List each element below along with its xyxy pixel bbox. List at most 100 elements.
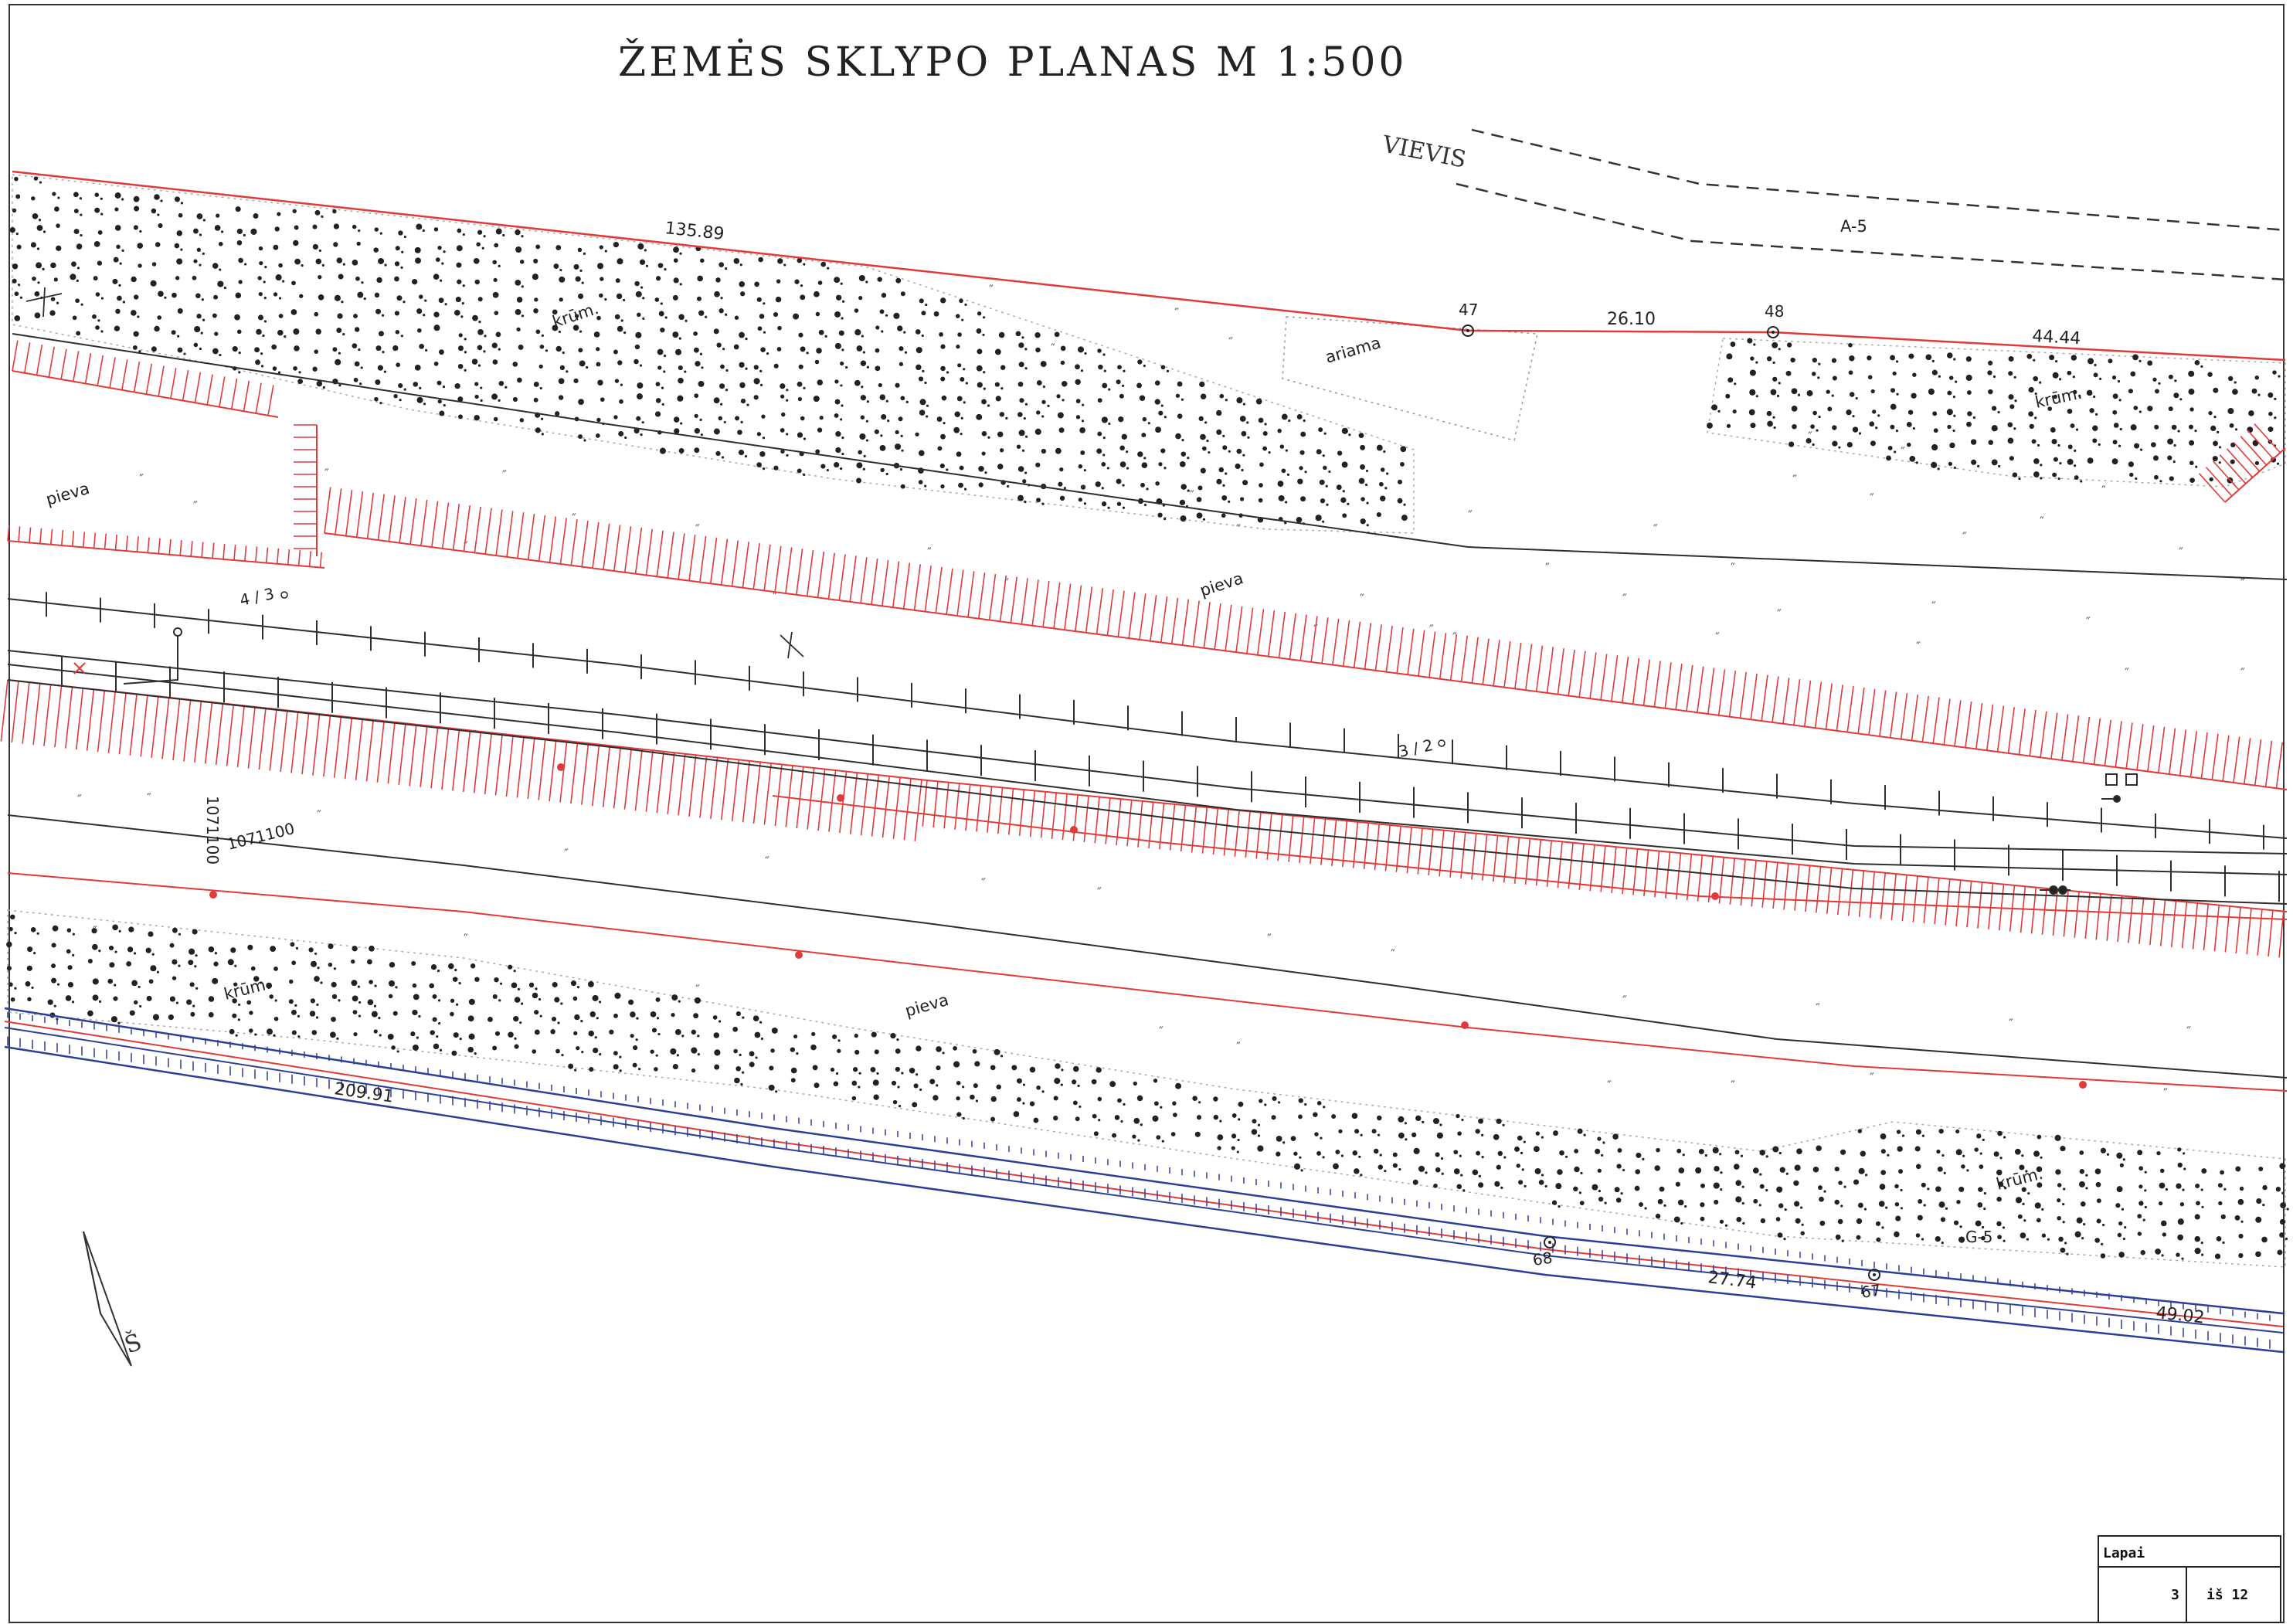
road-code-label: A-5 <box>1840 217 1867 236</box>
svg-text:″: ″ <box>2163 1085 2168 1100</box>
svg-text:″: ″ <box>927 545 932 559</box>
sheet-box-label: Lapai <box>2103 1545 2145 1561</box>
svg-text:″: ″ <box>1190 488 1194 502</box>
svg-text:68: 68 <box>1531 1249 1554 1269</box>
svg-text:″: ″ <box>2009 1016 2013 1031</box>
svg-text:″: ″ <box>502 467 507 482</box>
dimension-top-right: 44.44 <box>2032 327 2081 348</box>
meadow-label-1: pieva <box>44 479 92 509</box>
svg-text:″: ″ <box>1916 639 1921 654</box>
svg-text:″: ″ <box>2240 665 2245 680</box>
shrub-label-4: krūm. <box>1994 1164 2044 1194</box>
svg-text:″: ″ <box>1097 885 1102 899</box>
dimension-top-mid: 26.10 <box>1607 310 1656 329</box>
svg-text:″: ″ <box>2240 576 2245 590</box>
svg-text:″: ″ <box>464 539 468 553</box>
km-mark-3-2-dot <box>1438 739 1445 747</box>
north-arrow: Š <box>83 1231 145 1367</box>
road-a5 <box>1456 128 2288 281</box>
svg-text:″: ″ <box>1429 622 1434 637</box>
svg-text:″: ″ <box>1792 472 1797 487</box>
survey-cross-marks <box>25 287 804 659</box>
svg-text:″: ″ <box>77 792 82 807</box>
embankment-slopes <box>0 340 2288 958</box>
red-x-marks <box>73 662 86 674</box>
svg-text:″: ″ <box>1607 1078 1612 1092</box>
shrub-areas <box>7 174 2286 1268</box>
communication-line-bottom <box>7 814 2288 1079</box>
svg-text:″: ″ <box>139 471 144 486</box>
svg-text:″: ″ <box>1391 946 1395 961</box>
gas-pipeline-ticks <box>7 1011 2271 1349</box>
svg-text:″: ″ <box>2186 1024 2191 1038</box>
svg-text:″: ″ <box>1622 993 1627 1007</box>
sheet-total-label: iš 12 <box>2206 1587 2248 1603</box>
railway-tracks <box>7 598 2288 905</box>
svg-text:″: ″ <box>2101 483 2106 498</box>
svg-text:″: ″ <box>93 923 97 938</box>
utility-lines-red <box>7 795 2288 1092</box>
svg-text:″: ″ <box>1816 1001 1820 1015</box>
shrub-area-top-right <box>1707 338 2286 488</box>
svg-text:″: ″ <box>1452 630 1457 644</box>
sheet-frame <box>8 4 2285 1623</box>
plan-title: ŽEMĖS SKLYPO PLANAS M 1:500 <box>618 38 1408 86</box>
km-mark-4-3: 4 / 3 <box>238 584 276 610</box>
svg-text:″: ″ <box>1777 606 1782 621</box>
cable-code-vertical: 1071100 <box>203 796 222 865</box>
dimension-bottom-right: 49.02 <box>2155 1303 2205 1327</box>
svg-text:″: ″ <box>2179 545 2183 559</box>
svg-text:″: ″ <box>317 807 321 822</box>
communication-line-top <box>12 333 2288 580</box>
svg-text:″: ″ <box>1004 576 1009 590</box>
shrub-dots <box>6 176 2289 1260</box>
svg-text:″: ″ <box>981 875 986 890</box>
boundary-point-47: 47 <box>1459 301 1478 337</box>
boundary-point-67: 67 <box>1860 1269 1882 1302</box>
svg-text:″: ″ <box>1715 630 1720 644</box>
north-arrow-icon <box>83 1231 132 1367</box>
svg-text:″: ″ <box>1731 560 1735 575</box>
dimension-bottom-left: 209.91 <box>333 1079 395 1106</box>
svg-text:″: ″ <box>572 511 576 525</box>
svg-text:″: ″ <box>1962 529 1967 544</box>
shrub-label-3: krūm. <box>222 974 272 1004</box>
sheet-page-number: 3 <box>2171 1587 2179 1603</box>
svg-text:67: 67 <box>1860 1281 1882 1302</box>
svg-text:″: ″ <box>1468 508 1473 522</box>
dimension-top-left: 135.89 <box>664 219 725 244</box>
svg-text:″: ″ <box>773 589 777 604</box>
rail-signal-symbols <box>123 627 2138 895</box>
svg-text:″: ″ <box>147 790 151 805</box>
road-name-label: VIEVIS <box>1379 131 1468 173</box>
svg-text:″: ″ <box>324 466 329 481</box>
svg-text:″: ″ <box>2040 514 2044 528</box>
svg-text:″: ″ <box>695 982 700 997</box>
svg-text:″: ″ <box>1236 1039 1241 1054</box>
svg-text:″: ″ <box>1228 335 1233 349</box>
svg-text:″: ″ <box>765 854 769 868</box>
cable-code-label: 1071100 <box>225 819 296 854</box>
gas-pipeline-corridor <box>4 1007 2284 1354</box>
svg-text:″: ″ <box>1267 931 1272 946</box>
dimension-bottom-mid: 27.74 <box>1707 1268 1758 1293</box>
grass-marks: ″ ″ ″ ″ ″ ″ ″ ″ ″ ″ ″ ″ ″ ″ ″ ″ ″ ″ ″ ″ ″ ″ ″ ″ ″ ″ ″ ″ ″ ″ ″ ″ ″ ″ ″ ″ ″ ″ ″ ″… <box>77 282 2245 1100</box>
svg-text:″: ″ <box>564 846 569 861</box>
svg-text:″: ″ <box>1870 1070 1874 1085</box>
svg-text:″: ″ <box>1051 341 1055 355</box>
svg-text:″: ″ <box>1622 591 1627 606</box>
svg-text:″: ″ <box>2125 665 2129 680</box>
meadow-label-3: pieva <box>903 990 951 1021</box>
km-mark-g5: G-5 <box>1965 1228 1992 1246</box>
ploughed-field-outline <box>1282 316 1538 441</box>
svg-text:″: ″ <box>1808 429 1812 443</box>
svg-text:″: ″ <box>2086 614 2091 629</box>
svg-text:″: ″ <box>1236 522 1241 536</box>
meadow-label-2: pieva <box>1197 569 1245 600</box>
plot-boundary <box>12 170 2286 362</box>
svg-text:″: ″ <box>1360 591 1364 606</box>
svg-text:48: 48 <box>1765 302 1784 321</box>
km-mark-3-2: 3 / 2 <box>1397 736 1435 761</box>
svg-text:″: ″ <box>1731 1078 1735 1092</box>
svg-text:″: ″ <box>695 522 700 536</box>
